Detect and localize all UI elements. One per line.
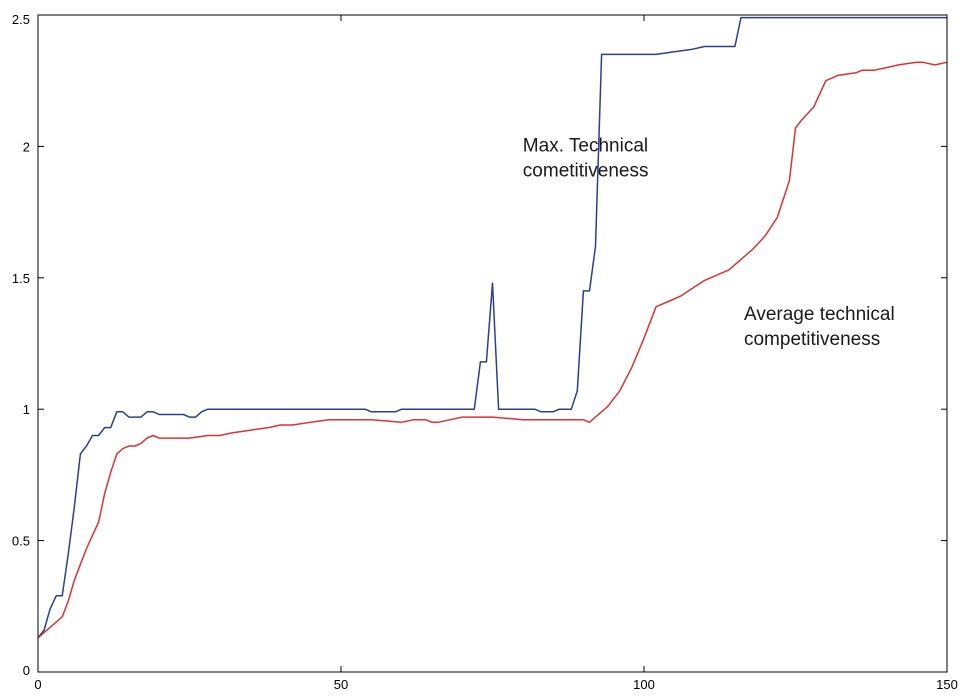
annotation-2: Average technical competitiveness: [744, 304, 895, 350]
x-tick-label: 150: [936, 677, 958, 692]
y-tick-label: 1: [23, 402, 30, 417]
plot-frame: [37, 14, 948, 673]
x-tick-label: 100: [633, 677, 655, 692]
y-tick-label: 0: [23, 663, 30, 678]
series-line-1: [37, 16, 947, 639]
series-line-2: [37, 61, 948, 639]
annotation-1: Max. Technical cometitiveness: [523, 136, 649, 182]
y-tick-label: 2: [23, 139, 30, 154]
x-tick-label: 50: [334, 677, 348, 692]
axis-tick-labels: 0 50 100 150 0 0.5 1 1.5 2 2.5: [12, 12, 958, 692]
plot-lines: [37, 16, 948, 639]
y-tick-label: 1.5: [12, 271, 30, 286]
axis-ticks: [37, 14, 948, 673]
y-tick-label: 0.5: [12, 534, 30, 549]
y-tick-label: 2.5: [12, 12, 30, 27]
annotations: Max. Technical cometitiveness Average tech…: [523, 136, 895, 350]
x-tick-label: 0: [34, 677, 41, 692]
